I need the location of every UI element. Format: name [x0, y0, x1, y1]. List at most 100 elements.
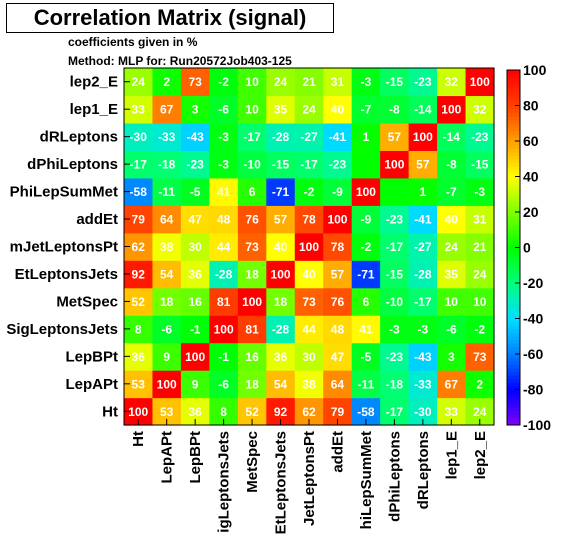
- cell-value-label: 18: [274, 295, 288, 309]
- cell-value-label: 24: [473, 267, 487, 281]
- cell-value-label: 1: [363, 130, 370, 144]
- cell-value-label: -30: [130, 130, 148, 144]
- heatmap-cell: [237, 122, 267, 151]
- heatmap-cell: [180, 370, 210, 399]
- cell-value-label: -2: [474, 322, 485, 336]
- palette-swatch: [507, 407, 520, 412]
- heatmap-cell: [465, 232, 495, 261]
- cell-value-label: -18: [158, 158, 176, 172]
- heatmap-cell: [152, 177, 182, 206]
- cell-value-label: 78: [302, 213, 316, 227]
- cell-value-label: -10: [386, 295, 404, 309]
- heatmap-cell: [351, 68, 381, 97]
- heatmap-cell: [180, 122, 210, 151]
- heatmap-cell: [408, 370, 438, 399]
- heatmap-cell: [266, 370, 296, 399]
- palette-swatch: [507, 417, 520, 422]
- palette-swatch: [507, 286, 520, 291]
- palette-swatch: [507, 162, 520, 167]
- cell-value-label: 48: [217, 213, 231, 227]
- palette-swatch: [507, 148, 520, 153]
- heatmap-cell: [351, 177, 381, 206]
- cell-value-label: 30: [302, 350, 316, 364]
- heatmap-cell: [465, 260, 495, 289]
- cell-value-label: -2: [361, 240, 372, 254]
- heatmap-cell: [465, 315, 495, 344]
- heatmap-cell: [180, 342, 210, 371]
- cell-value-label: 33: [132, 103, 146, 117]
- heatmap-cell: [294, 315, 324, 344]
- palette-swatch: [507, 126, 520, 131]
- cell-value-label: -3: [218, 130, 229, 144]
- heatmap-cell: [237, 232, 267, 261]
- palette-swatch: [507, 190, 520, 195]
- heatmap-cell: [209, 315, 239, 344]
- chart-subtitle: coefficients given in %: [68, 35, 198, 49]
- palette-swatch: [507, 329, 520, 334]
- palette-swatch: [507, 208, 520, 213]
- cell-value-label: -23: [386, 350, 404, 364]
- cell-value-label: -11: [158, 185, 175, 199]
- palette-tick-label: -100: [523, 417, 551, 433]
- x-axis-label: igLeptonsJets: [216, 431, 233, 533]
- heatmap-cell: [323, 95, 353, 124]
- heatmap-cell: [237, 205, 267, 234]
- heatmap-cell: [294, 95, 324, 124]
- cell-value-label: -15: [272, 158, 290, 172]
- cell-value-label: -23: [414, 75, 432, 89]
- cell-value-label: 9: [163, 350, 170, 364]
- palette-swatch: [507, 254, 520, 259]
- cell-value-label: -27: [300, 130, 318, 144]
- palette-swatch: [507, 87, 520, 92]
- cell-value-label: 78: [331, 240, 345, 254]
- heatmap-cell: [180, 68, 210, 97]
- heatmap-cell: [294, 122, 324, 151]
- cell-value-label: 100: [384, 158, 404, 172]
- cell-value-label: -28: [272, 130, 290, 144]
- palette-tick-label: 40: [523, 169, 539, 185]
- palette-swatch: [507, 272, 520, 277]
- cell-value-label: 31: [331, 75, 345, 89]
- heatmap-cell: [180, 177, 210, 206]
- palette-swatch: [507, 265, 520, 270]
- heatmap-cell: [266, 287, 296, 316]
- heatmap-cell: [323, 205, 353, 234]
- heatmap-cell: [380, 122, 410, 151]
- palette-swatch: [507, 403, 520, 408]
- palette-swatch: [507, 123, 520, 128]
- cell-value-label: 100: [356, 185, 376, 199]
- cell-value-label: -28: [272, 322, 290, 336]
- heatmap-cell: [351, 122, 381, 151]
- color-palette: 100 80 60 40 20 0 -20 -40 -60 -80 -100: [506, 62, 551, 433]
- heatmap-cell: [351, 315, 381, 344]
- cell-value-label: 73: [188, 75, 202, 89]
- cell-value-label: -3: [474, 185, 485, 199]
- heatmap-cell: [380, 205, 410, 234]
- cell-value-label: 3: [192, 103, 199, 117]
- heatmap-cell: [351, 370, 381, 399]
- palette-swatch: [507, 141, 520, 146]
- cell-value-label: 41: [359, 322, 373, 336]
- cell-value-label: -3: [361, 75, 372, 89]
- heatmap-cell: [294, 370, 324, 399]
- cell-value-label: 81: [245, 322, 259, 336]
- cell-value-label: 2: [163, 75, 170, 89]
- cell-value-label: 36: [188, 405, 202, 419]
- palette-swatch: [507, 354, 520, 359]
- palette-swatch: [507, 332, 520, 337]
- heatmap-cell: [266, 232, 296, 261]
- cell-value-label: -23: [386, 213, 404, 227]
- cell-value-label: -43: [186, 130, 204, 144]
- cell-value-label: 62: [302, 405, 316, 419]
- cell-value-label: 92: [274, 405, 288, 419]
- palette-swatch: [507, 180, 520, 185]
- palette-tick-label: -40: [523, 311, 543, 327]
- heatmap-cell: [465, 287, 495, 316]
- palette-tick-label: 80: [523, 98, 539, 114]
- heatmap-cell: [152, 68, 182, 97]
- palette-tick-label: -80: [523, 382, 543, 398]
- cell-value-label: -3: [418, 322, 429, 336]
- cell-value-label: -7: [446, 185, 457, 199]
- palette-swatch: [507, 119, 520, 124]
- heatmap-cell: [437, 205, 467, 234]
